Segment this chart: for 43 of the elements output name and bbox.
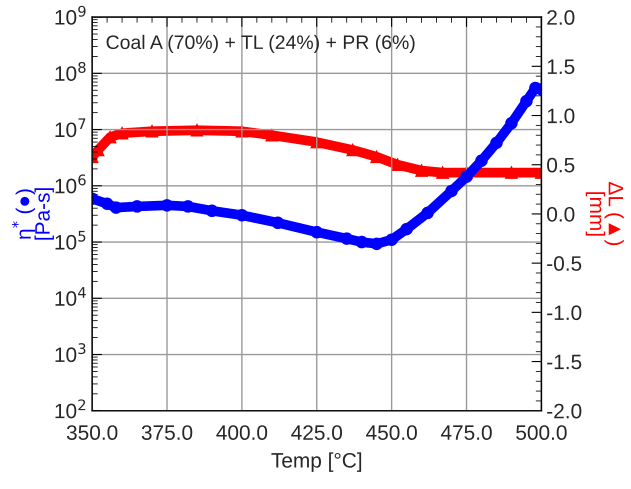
- point: [206, 204, 218, 218]
- x-tick-label: 500.0: [516, 425, 567, 440]
- y-axis-title: η$^{*}$ (●) [Pa-s]: [12, 188, 54, 240]
- x-tick-label: 425.0: [291, 425, 342, 440]
- point: [490, 136, 503, 150]
- y-tick-label: 10$^{4}$: [56, 287, 86, 306]
- y2-tick-label: 1.5: [548, 60, 574, 74]
- point: [385, 233, 398, 246]
- y-tick-label: 10$^{9}$: [56, 6, 86, 25]
- x-tick-label: 350.0: [66, 425, 118, 440]
- point: [421, 206, 434, 220]
- y-tick-label: 10$^{3}$: [56, 343, 86, 362]
- point: [460, 170, 473, 183]
- y2-tick-label: 1.0: [548, 108, 574, 124]
- y-tick-label: 10$^{8}$: [56, 62, 86, 81]
- x-tick-label: 400.0: [216, 425, 268, 440]
- point: [355, 236, 368, 248]
- y2-tick-label: 0.5: [547, 158, 574, 172]
- y-tick-label: 10$^{6}$: [56, 174, 86, 194]
- y2-tick-label: -1.5: [547, 354, 582, 370]
- point: [475, 154, 488, 167]
- point: [340, 232, 353, 245]
- point: [272, 216, 284, 230]
- x-tick-label: 475.0: [440, 425, 492, 440]
- y2-tick-label: -1.0: [547, 305, 582, 320]
- point: [520, 94, 533, 108]
- x-tick-label: 450.0: [366, 425, 417, 440]
- x-tick-label: 375.0: [142, 425, 192, 440]
- y2-tick-label: -2.0: [547, 404, 582, 419]
- point: [400, 222, 413, 236]
- y-tick-label: 10$^{2}$: [56, 399, 86, 418]
- point: [236, 208, 248, 222]
- y2-tick-label: 2.0: [547, 10, 574, 25]
- annotation: Coal A (70%) + TL (24%) + PR (6%): [106, 34, 415, 53]
- y2-tick-label: -0.5: [547, 256, 582, 271]
- y-tick-label: 10$^{5}$: [56, 230, 86, 250]
- y2-tick-label: 0.0: [547, 206, 574, 222]
- y2-axis-title: ΔL (▲) [mm]: [586, 182, 624, 246]
- point: [310, 226, 324, 238]
- y-tick-label: 10$^{7}$: [56, 118, 86, 138]
- point: [445, 184, 458, 198]
- point: [505, 116, 518, 130]
- x-axis-title: Temp [°C]: [271, 452, 362, 472]
